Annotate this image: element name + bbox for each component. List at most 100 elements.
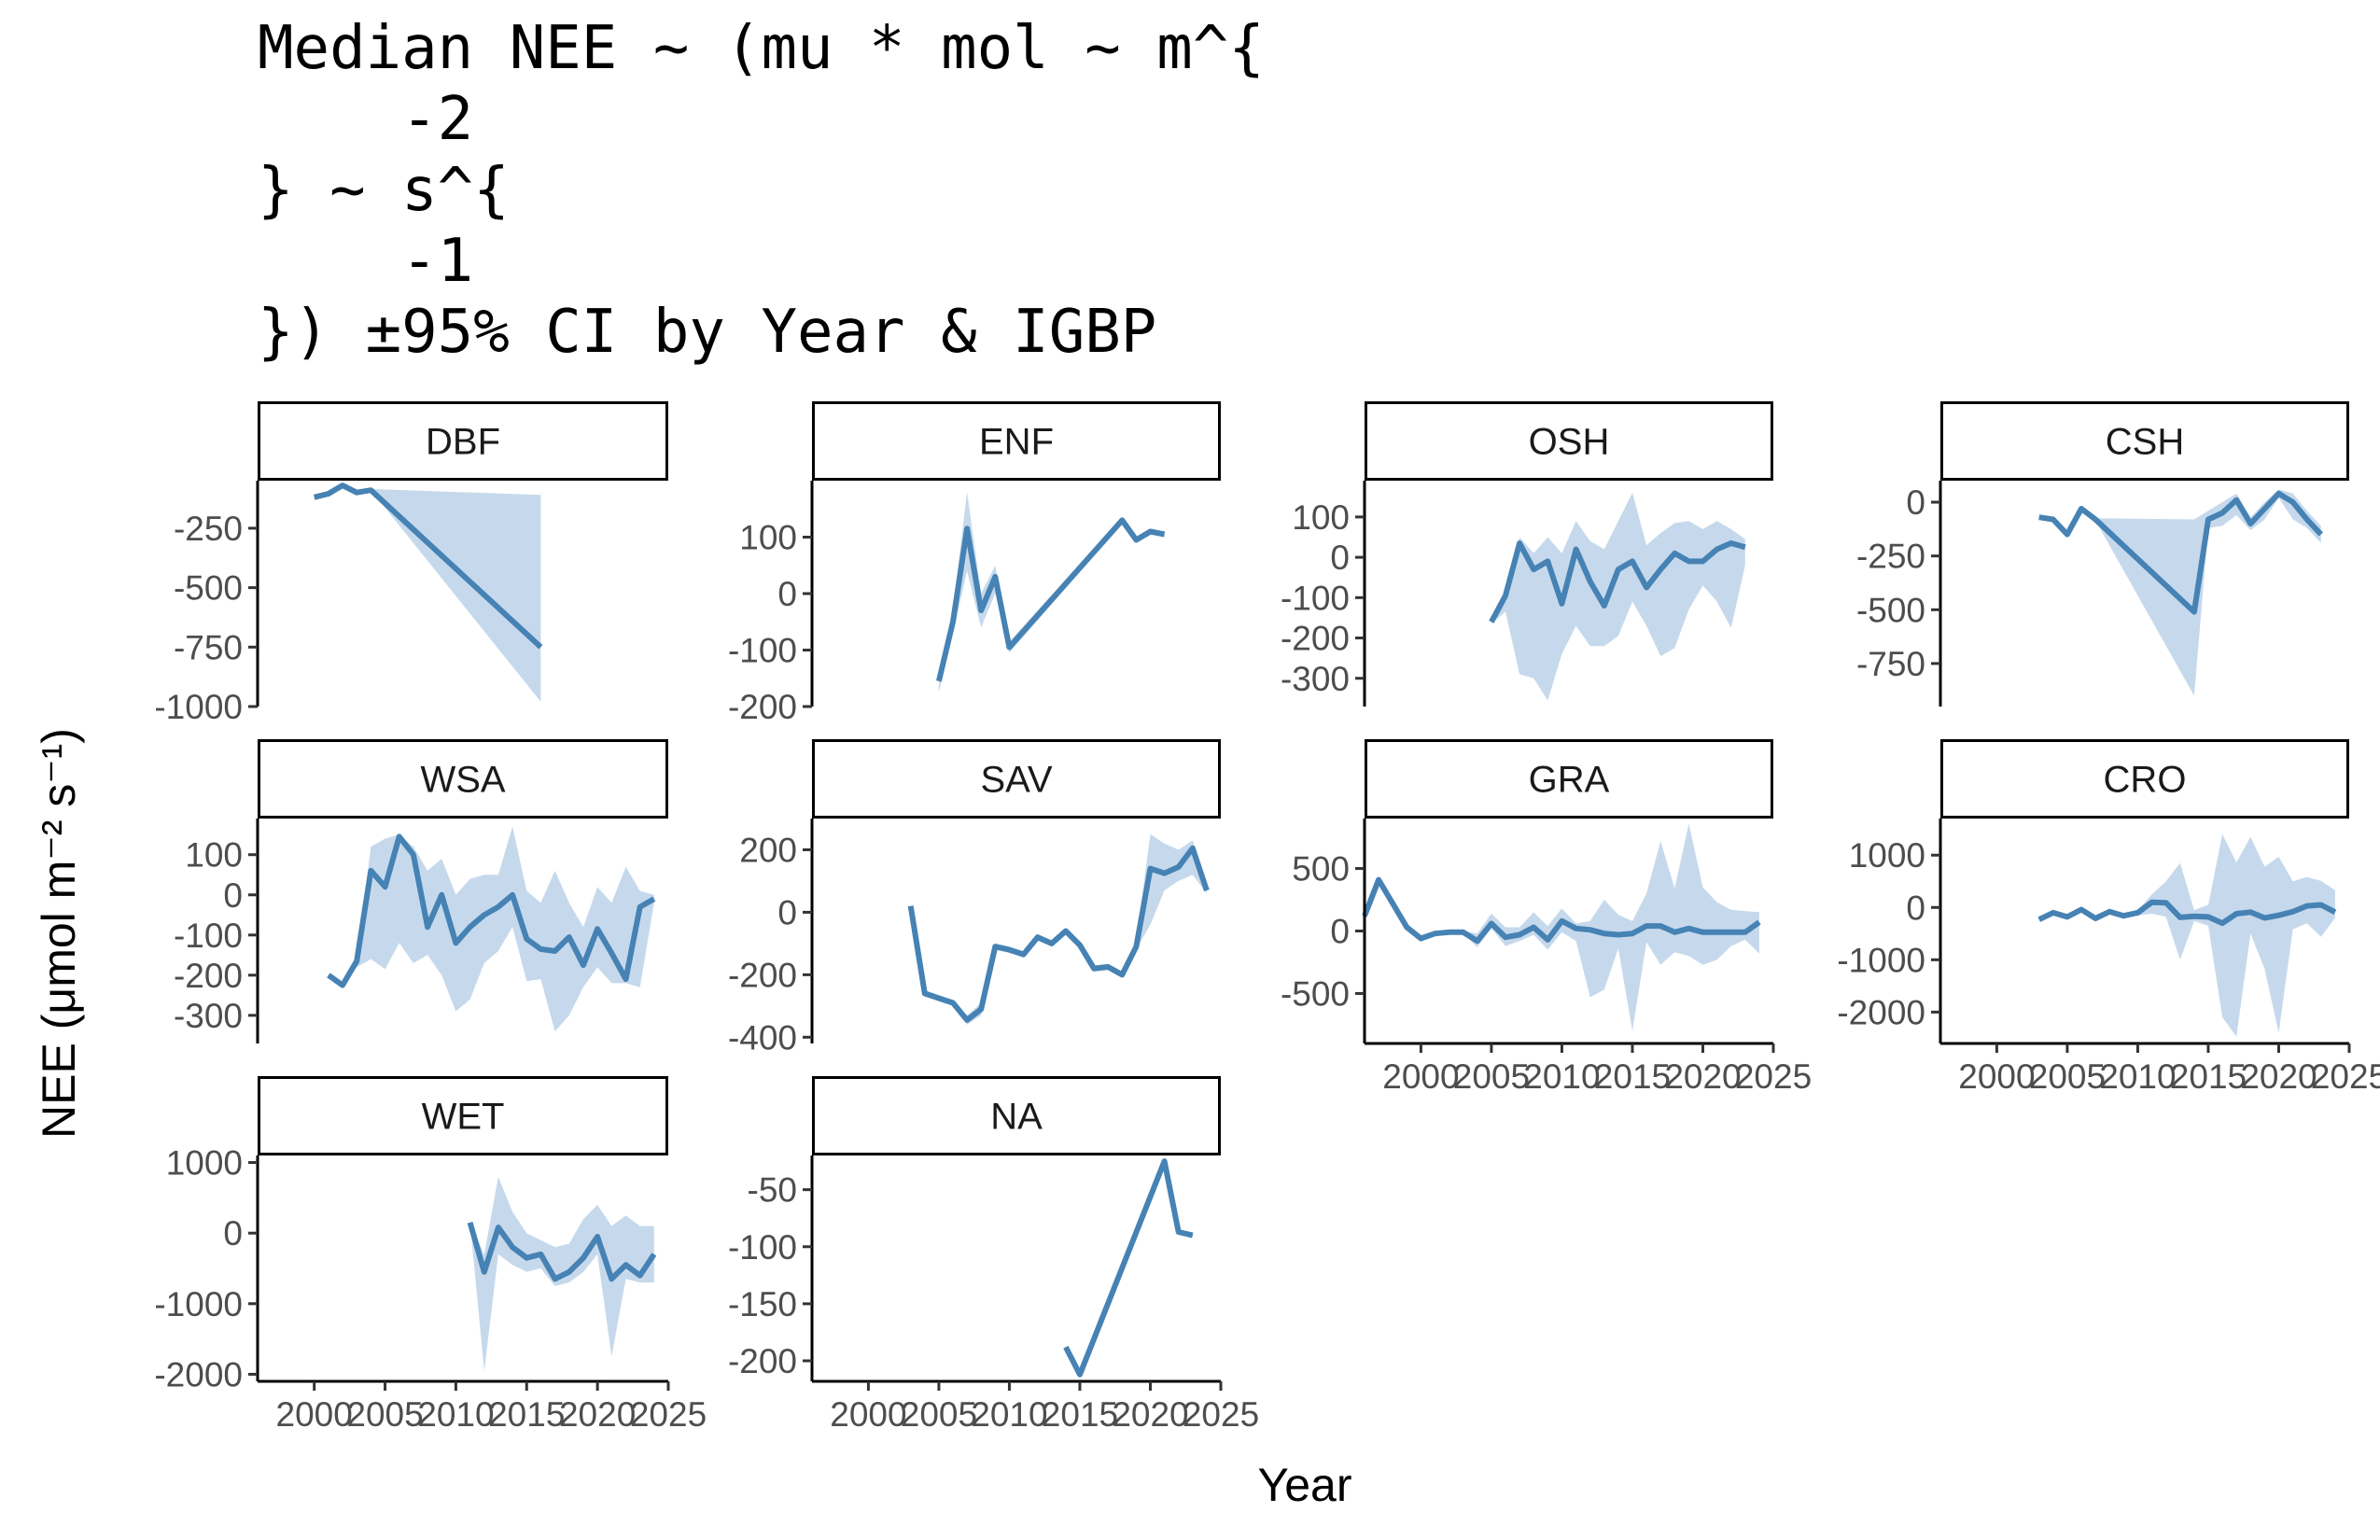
- y-tick-label: -100: [728, 1228, 797, 1267]
- y-tick-label: -500: [1281, 974, 1350, 1013]
- y-tick-label: -1000: [154, 1285, 243, 1323]
- y-tick-label: -200: [728, 1342, 797, 1380]
- ci-ribbon: [1365, 823, 1759, 1031]
- panel-dbf: DBF -1000 -750 -500 -250: [154, 401, 668, 726]
- median-line: [327, 833, 656, 988]
- y-tick-label: -300: [174, 997, 243, 1035]
- y-tick-label: 100: [1292, 498, 1350, 537]
- y-tick-label: 0: [223, 876, 243, 915]
- x-tick-label: 2005: [2029, 1057, 2106, 1096]
- y-tick-label: -750: [174, 628, 243, 666]
- median-line: [1489, 540, 1746, 623]
- y-tick-label: -250: [1856, 538, 1925, 576]
- y-tick-label: 0: [223, 1214, 243, 1253]
- y-tick-label: -250: [174, 510, 243, 548]
- strip-na: [812, 1076, 1221, 1155]
- chart-title: Median NEE ~ (mu * mol ~ m^{ -2 } ~ s^{ …: [258, 14, 1265, 367]
- y-tick-label: 0: [1330, 913, 1350, 951]
- y-tick-label: -50: [748, 1171, 797, 1210]
- x-tick-label: 2010: [2099, 1057, 2176, 1096]
- strip-enf: [812, 401, 1221, 481]
- y-tick-label: -100: [728, 632, 797, 670]
- median-line: [2037, 899, 2337, 927]
- y-tick-label: 1000: [1849, 836, 1925, 875]
- x-tick-label: 2015: [1594, 1057, 1671, 1096]
- x-tick-label: 2015: [488, 1395, 565, 1434]
- median-line: [1362, 876, 1761, 945]
- strip-label: ENF: [979, 422, 1054, 463]
- panel-csh: CSH -750 -500 -250 0: [1856, 401, 2349, 707]
- y-tick-label: -1000: [1837, 941, 1925, 979]
- x-tick-label: 2000: [830, 1395, 906, 1434]
- x-tick-label: 2010: [971, 1395, 1047, 1434]
- x-tick-label: 2005: [901, 1395, 977, 1434]
- panel-na: NA -200 -150 -100 -50 20002005201020152020202…: [728, 1076, 1259, 1434]
- x-tick-label: 2025: [630, 1395, 707, 1434]
- x-tick-label: 2025: [1735, 1057, 1812, 1096]
- x-tick-label: 2000: [1382, 1057, 1459, 1096]
- y-tick-label: -500: [1856, 591, 1925, 629]
- median-line: [1063, 1158, 1194, 1378]
- y-tick-label: -150: [728, 1285, 797, 1323]
- x-tick-label: 2000: [276, 1395, 353, 1434]
- panels-group: DBF-1000-750-500-250ENF-200-1000100OSH-3…: [154, 401, 2380, 1434]
- strip-gra: [1365, 739, 1773, 819]
- y-tick-label: -100: [174, 917, 243, 955]
- strip-dbf: [258, 401, 668, 481]
- strip-label: CSH: [2106, 422, 2184, 463]
- x-tick-label: 2015: [2170, 1057, 2247, 1096]
- median-line: [2038, 490, 2323, 615]
- strip-cro: [1940, 739, 2349, 819]
- x-tick-label: 2020: [1112, 1395, 1188, 1434]
- y-tick-label: 1000: [166, 1144, 243, 1183]
- median-line: [935, 517, 1166, 682]
- y-tick-label: 0: [1330, 539, 1350, 577]
- strip-wsa: [258, 739, 668, 819]
- y-tick-label: -200: [728, 956, 797, 994]
- ci-ribbon: [938, 492, 1165, 693]
- y-tick-label: -400: [728, 1018, 797, 1057]
- panel-cro: CRO -2000 -1000 0 1000 2000200520102015202020…: [1837, 739, 2380, 1096]
- y-tick-label: -1000: [154, 688, 243, 726]
- strip-label: GRA: [1529, 760, 1610, 801]
- strip-label: SAV: [980, 760, 1052, 801]
- panel-enf: ENF -200 -100 0 100: [728, 401, 1221, 726]
- strip-label: DBF: [426, 422, 500, 463]
- strip-label: OSH: [1529, 422, 1610, 463]
- y-tick-label: 0: [777, 893, 797, 931]
- y-tick-label: 500: [1292, 850, 1350, 889]
- x-tick-label: 2005: [346, 1395, 423, 1434]
- strip-osh: [1365, 401, 1773, 481]
- y-tick-label: -100: [1281, 579, 1350, 617]
- y-tick-label: 0: [777, 575, 797, 613]
- x-tick-label: 2020: [2240, 1057, 2317, 1096]
- x-tick-label: 2005: [1453, 1057, 1530, 1096]
- strip-sav: [812, 739, 1221, 819]
- x-tick-label: 2000: [1958, 1057, 2035, 1096]
- ci-ribbon: [314, 485, 541, 702]
- strip-wet: [258, 1076, 668, 1155]
- y-tick-label: -200: [1281, 620, 1350, 658]
- y-tick-label: 0: [1906, 889, 1925, 927]
- median-line: [907, 845, 1210, 1023]
- strip-label: WSA: [420, 760, 505, 801]
- ci-ribbon: [328, 826, 654, 1032]
- y-tick-label: 100: [739, 519, 797, 557]
- x-tick-label: 2025: [1183, 1395, 1259, 1434]
- x-tick-label: 2020: [559, 1395, 636, 1434]
- panel-sav: SAV -400 -200 0 200: [728, 739, 1221, 1057]
- y-tick-label: 0: [1906, 483, 1925, 522]
- y-tick-label: -2000: [1837, 993, 1925, 1031]
- y-tick-label: 200: [739, 831, 797, 869]
- y-tick-label: -2000: [154, 1355, 243, 1393]
- median-line: [313, 483, 543, 650]
- ci-ribbon: [1491, 493, 1745, 701]
- x-tick-label: 2010: [1523, 1057, 1600, 1096]
- x-tick-label: 2015: [1042, 1395, 1118, 1434]
- y-tick-label: -300: [1281, 660, 1350, 698]
- strip-label: WET: [422, 1097, 505, 1138]
- x-axis-title: Year: [1257, 1459, 1351, 1511]
